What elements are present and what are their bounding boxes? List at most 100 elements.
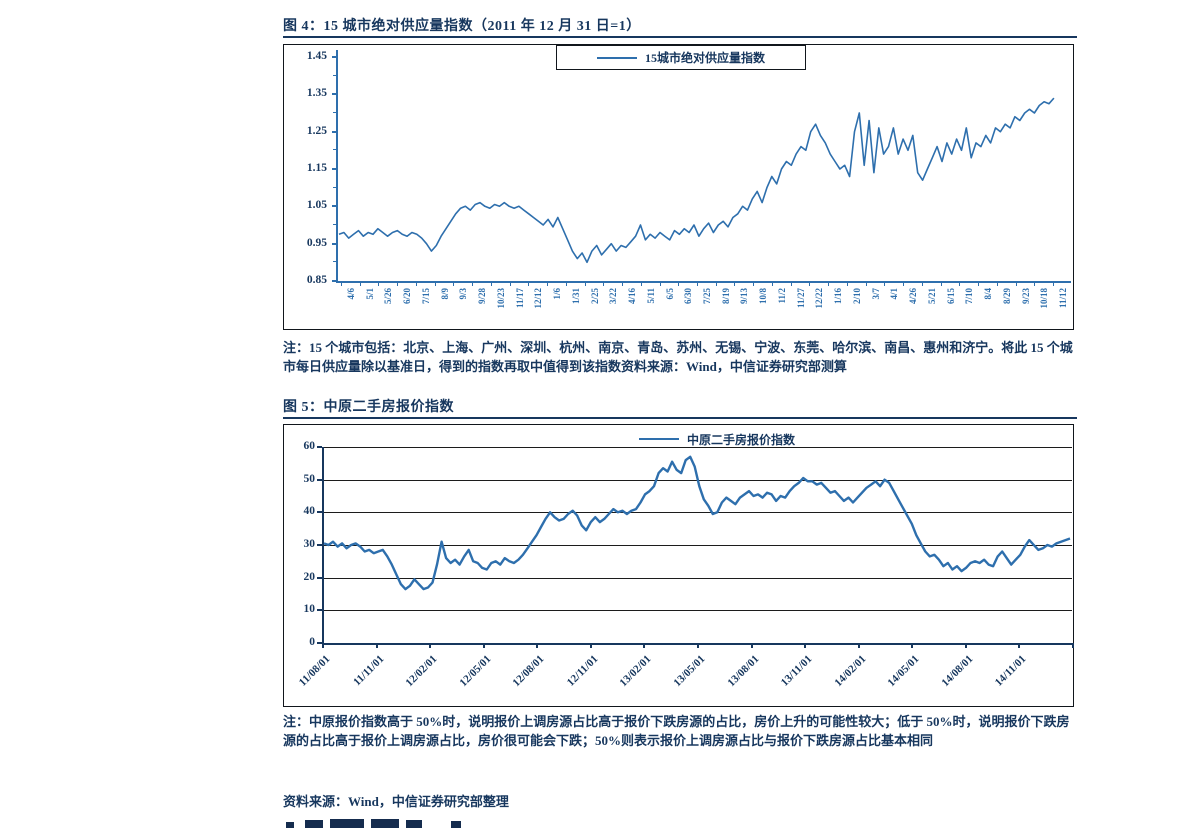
x-tick (903, 283, 905, 286)
x-tick (429, 643, 432, 648)
figure5-legend-label: 中原二手房报价指数 (686, 432, 795, 447)
x-tick (434, 283, 436, 286)
figure4-legend: 15城市绝对供应量指数 (556, 45, 806, 70)
x-tick (359, 283, 361, 286)
x-tick (1015, 283, 1017, 286)
y-tick-label: 30 (303, 538, 316, 550)
x-tick (911, 643, 914, 648)
y-tick-label: 50 (303, 472, 316, 485)
x-tick (921, 283, 923, 286)
y-tick (317, 478, 322, 481)
x-tick (734, 283, 736, 286)
figure5-title: 图 5：中原二手房报价指数 (283, 400, 454, 415)
figure5-title-underline (283, 417, 1077, 419)
x-tick (1034, 283, 1036, 286)
figure4-legend-line-icon (596, 56, 637, 59)
x-tick (584, 283, 586, 286)
x-tick (678, 283, 680, 286)
x-tick (857, 643, 860, 648)
series-polyline-layer (338, 97, 1055, 264)
x-tick (959, 283, 961, 286)
x-tick (453, 283, 455, 286)
y-tick-label: 1.05 (306, 199, 327, 212)
y-tick (317, 544, 322, 546)
x-tick (978, 283, 980, 286)
y-minor-tick (333, 224, 336, 225)
x-tick (643, 643, 646, 648)
x-tick (659, 283, 661, 286)
x-tick (397, 283, 399, 286)
y-tick-label: 0.85 (306, 274, 327, 286)
y-tick-label: 0.95 (306, 236, 327, 249)
x-tick (996, 283, 998, 286)
x-tick (1053, 283, 1054, 286)
y-minor-tick (333, 112, 336, 113)
gridline (322, 512, 1072, 514)
x-tick (697, 283, 698, 286)
figure4-title: 图 4：15 城市绝对供应量指数（2011 年 12 月 31 日=1） (283, 19, 641, 34)
y-tick (332, 280, 336, 282)
figure4-title-underline (283, 36, 1077, 38)
x-tick (640, 283, 642, 286)
figure5-legend: 中原二手房报价指数 (592, 430, 842, 448)
y-tick (332, 168, 336, 170)
series-line (323, 455, 1071, 591)
x-axis-line (336, 281, 1071, 283)
y-tick-label: 10 (303, 603, 316, 616)
y-tick (332, 56, 336, 58)
x-tick (378, 283, 380, 286)
x-tick (509, 283, 511, 286)
x-tick (771, 283, 773, 286)
y-tick (317, 576, 322, 579)
y-tick-label: 40 (303, 505, 316, 518)
y-tick-label: 1.25 (306, 124, 327, 137)
y-minor-tick (333, 261, 336, 263)
y-tick (332, 93, 336, 96)
y-minor-tick (333, 186, 336, 188)
figure4-note: 注：15 个城市包括：北京、上海、广州、深圳、杭州、南京、青岛、苏州、无锡、宁波… (283, 340, 1073, 374)
x-tick (964, 643, 967, 648)
y-tick (317, 446, 322, 448)
x-tick (828, 283, 830, 286)
x-tick (528, 283, 530, 286)
y-tick (332, 205, 336, 208)
figure5-source: 资料来源：Wind，中信证券研究部整理 (283, 794, 509, 809)
y-tick (317, 642, 322, 644)
y-tick (317, 609, 322, 612)
x-tick (1018, 643, 1021, 648)
x-tick (547, 283, 549, 286)
y-tick-label: 60 (303, 440, 316, 452)
x-tick (940, 283, 942, 286)
x-tick (589, 643, 592, 648)
y-tick-label: 1.45 (306, 50, 327, 62)
y-minor-tick (333, 149, 336, 151)
series-polyline-layer (323, 455, 1071, 591)
x-tick (884, 283, 886, 286)
figure5-legend-line-icon (638, 438, 679, 440)
x-tick (846, 283, 848, 286)
y-tick-label: 1.35 (306, 87, 327, 100)
x-tick (715, 283, 717, 286)
x-tick (1072, 643, 1074, 648)
x-tick (536, 643, 539, 648)
y-tick-label: 20 (303, 570, 316, 583)
x-tick (341, 283, 342, 286)
x-tick (415, 283, 417, 286)
x-tick (622, 283, 624, 286)
figure4-legend-label: 15城市绝对供应量指数 (644, 51, 765, 65)
x-tick (603, 283, 605, 286)
y-tick (332, 242, 336, 245)
x-tick (697, 643, 699, 648)
x-tick (790, 283, 792, 286)
x-tick (472, 283, 474, 286)
series-line (338, 97, 1055, 264)
gridline (322, 577, 1072, 579)
x-tick (804, 643, 807, 648)
x-tick (753, 283, 755, 286)
x-tick (565, 283, 567, 286)
figure5-note: 注：中原报价指数高于 50%时，说明报价上调房源占比高于报价下跌房源的占比，房价… (283, 714, 1070, 748)
y-tick-label: 1.15 (306, 162, 327, 174)
x-tick (865, 283, 867, 286)
figure5-chart: 0 10 20 30 40 50 60 11/08/01 11/11/01 12/02/01 12/… (283, 424, 1074, 707)
y-tick (332, 130, 336, 133)
